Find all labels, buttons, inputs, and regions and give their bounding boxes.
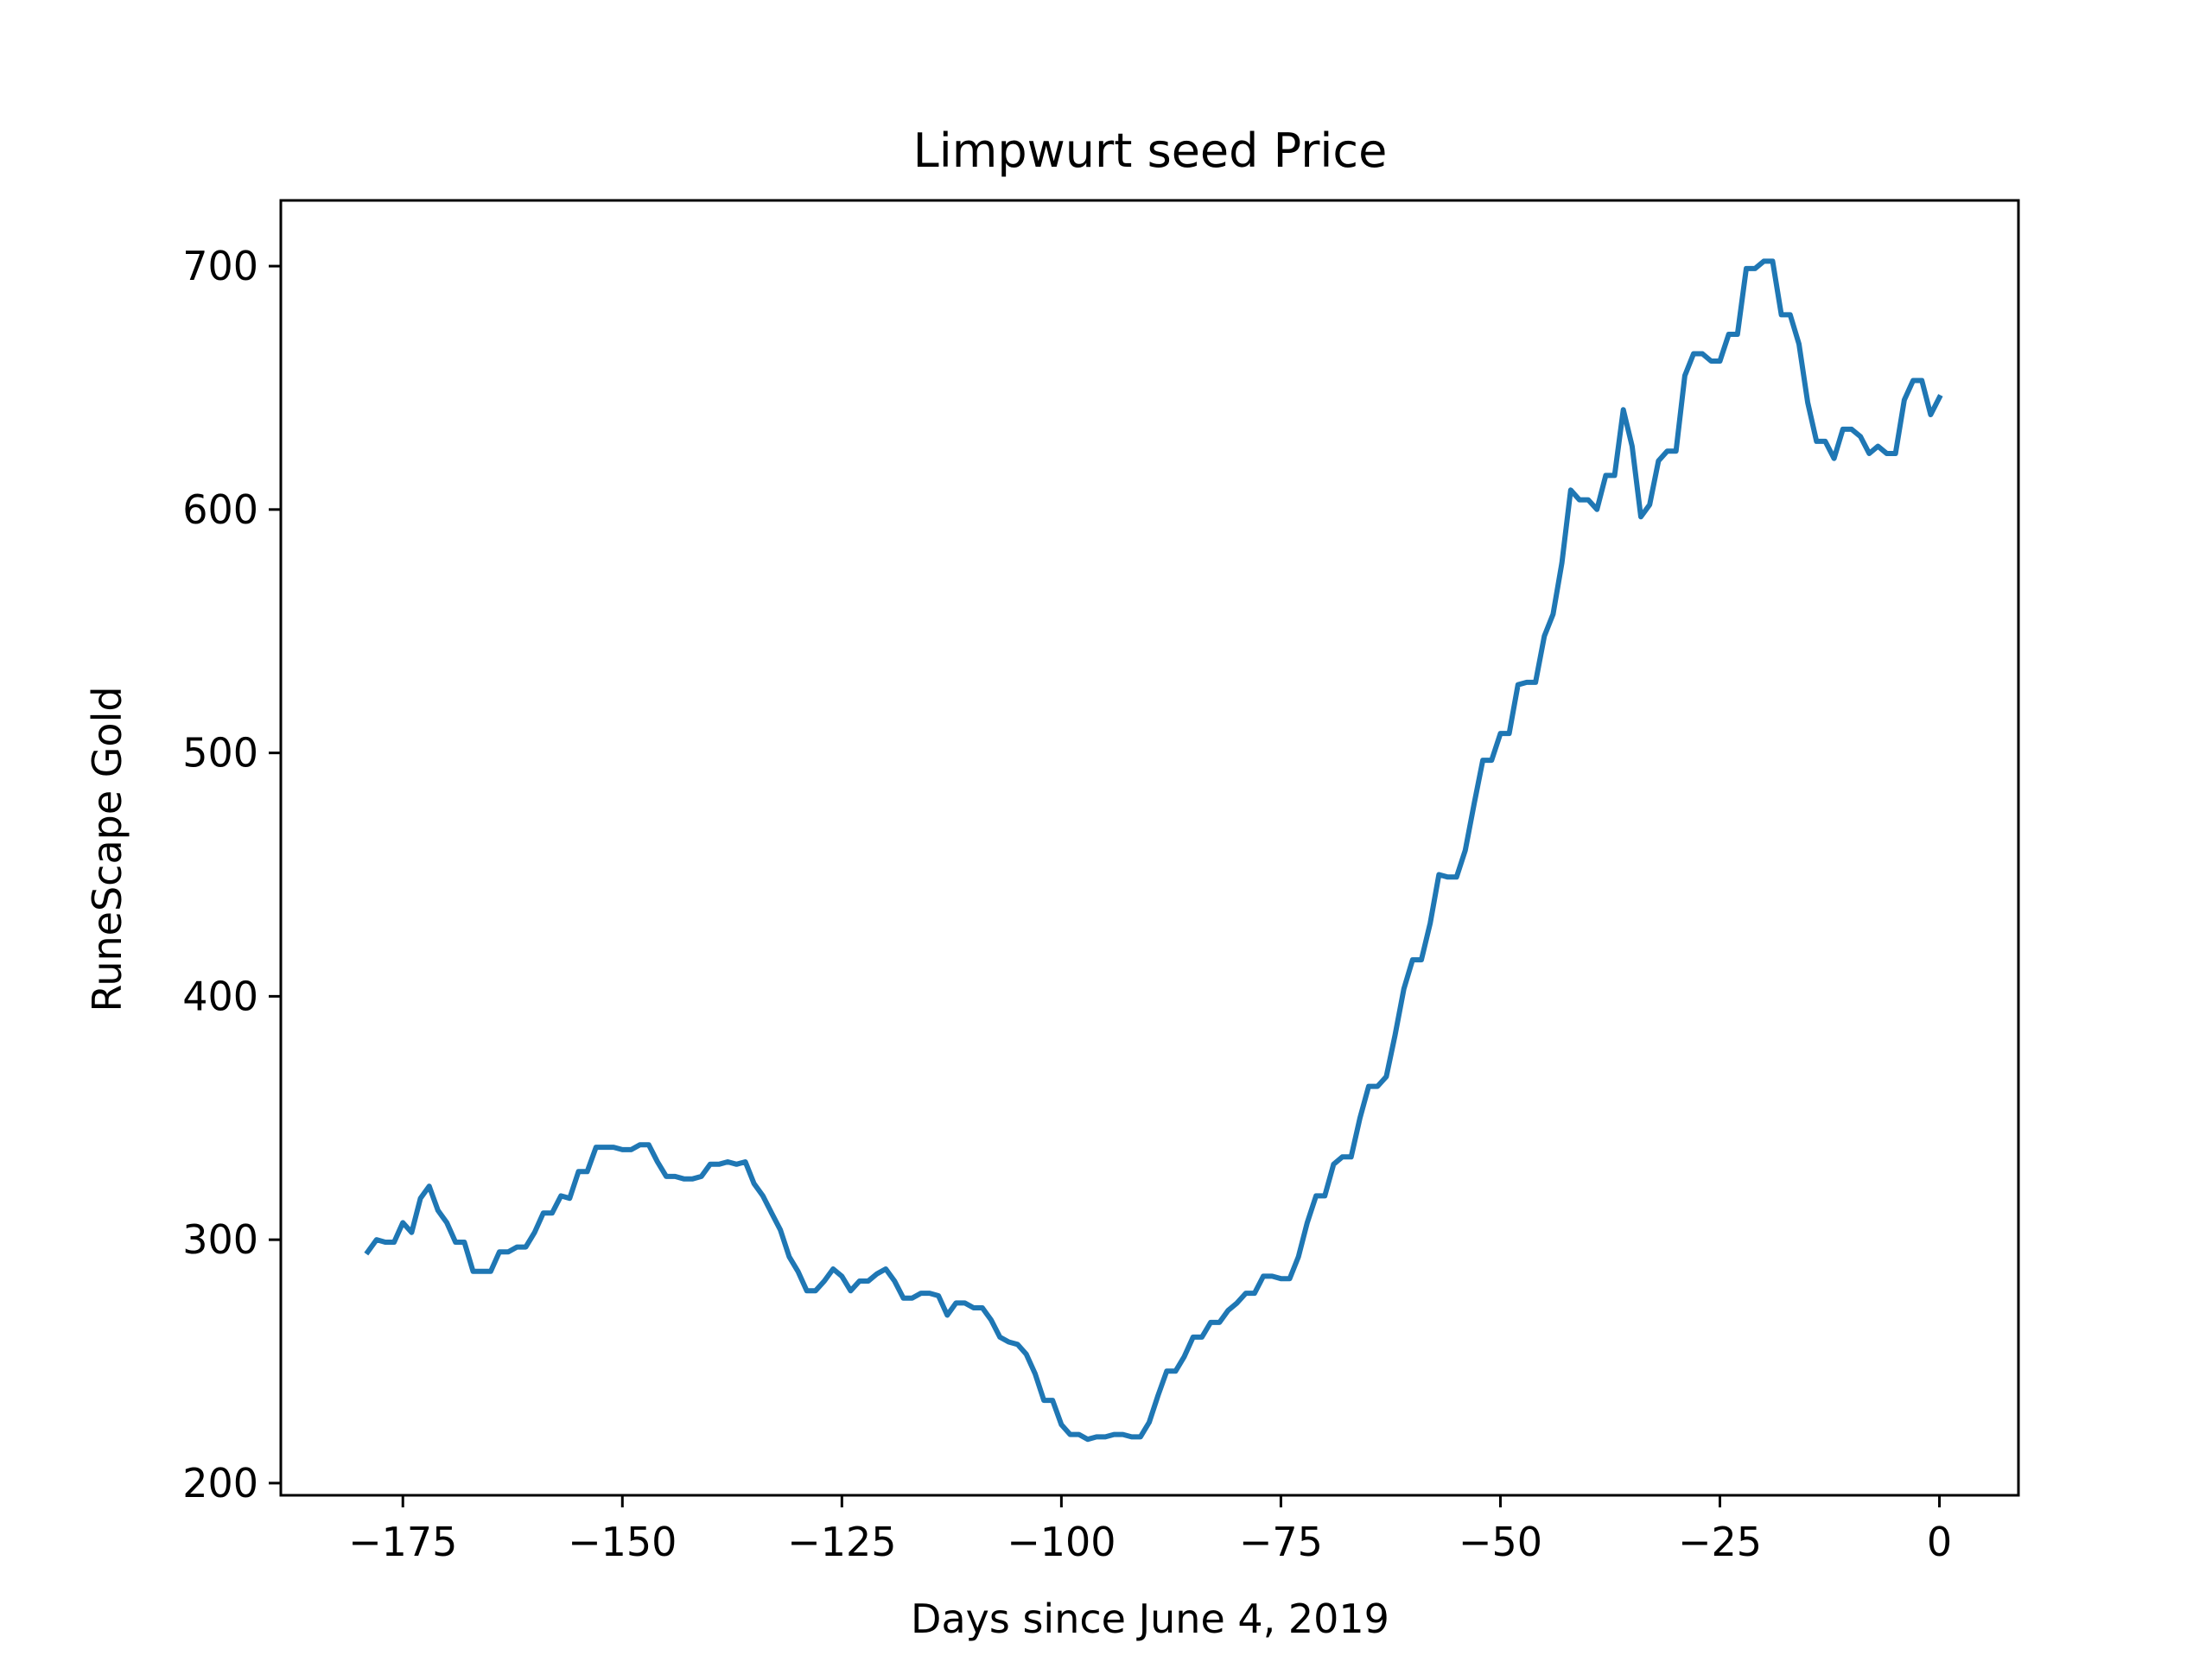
x-axis: −175 −150 −125 −100 −75 −50 −25 0 bbox=[348, 1495, 1952, 1565]
y-tick-label: 400 bbox=[182, 973, 258, 1019]
y-axis-label: RuneScape Gold bbox=[84, 686, 130, 1012]
y-tick-label: 600 bbox=[182, 486, 258, 533]
x-tick-label: −175 bbox=[348, 1519, 457, 1565]
x-axis-label: Days since June 4, 2019 bbox=[911, 1595, 1389, 1642]
x-tick-label: −100 bbox=[1007, 1519, 1116, 1565]
x-tick-label: −25 bbox=[1678, 1519, 1762, 1565]
x-tick-label: 0 bbox=[1927, 1519, 1952, 1565]
chart-title: Limpwurt seed Price bbox=[913, 124, 1388, 178]
plot-area bbox=[279, 199, 2020, 1497]
axes-frame bbox=[279, 199, 2020, 1497]
y-tick-label: 300 bbox=[182, 1216, 258, 1263]
x-tick-label: −75 bbox=[1239, 1519, 1323, 1565]
x-tick-label: −50 bbox=[1459, 1519, 1542, 1565]
y-tick-label: 700 bbox=[182, 243, 258, 289]
x-tick-label: −150 bbox=[568, 1519, 677, 1565]
y-tick-label: 200 bbox=[182, 1460, 258, 1507]
series-line-price bbox=[364, 258, 1943, 1443]
x-tick-label: −125 bbox=[787, 1519, 896, 1565]
y-tick-label: 500 bbox=[182, 730, 258, 777]
y-axis: 200 300 400 500 600 700 bbox=[182, 243, 281, 1507]
